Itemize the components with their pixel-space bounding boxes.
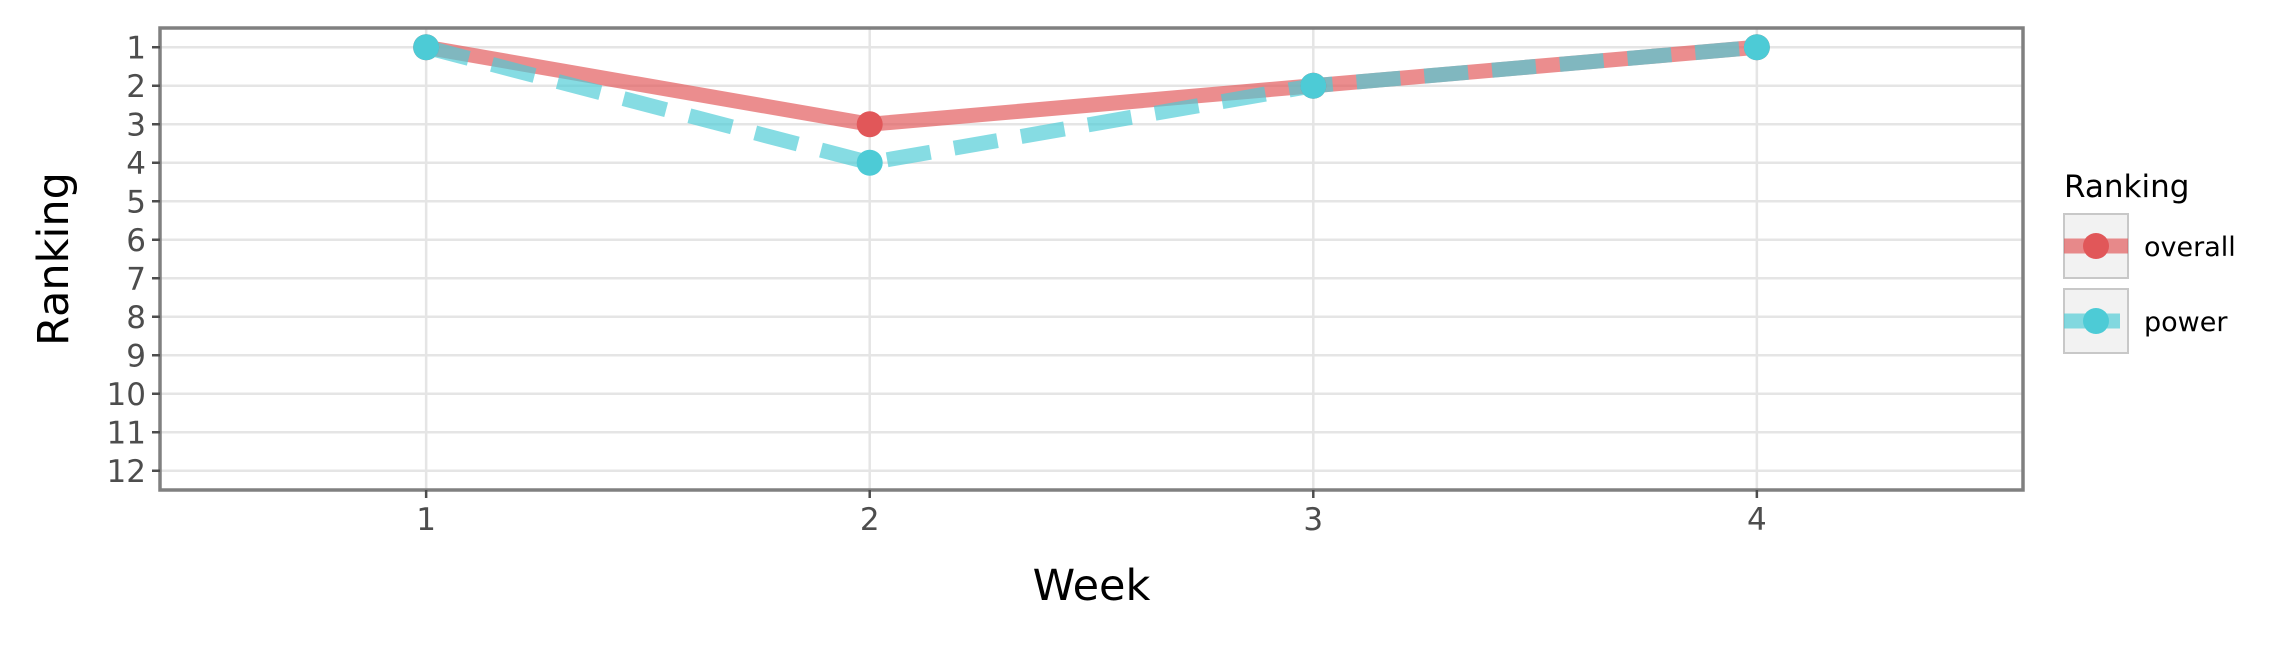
- y-tick-label: 6: [126, 223, 146, 259]
- y-tick-label: 1: [126, 30, 146, 66]
- series-line-power: [424, 39, 1758, 171]
- y-tick-label: 9: [126, 338, 146, 374]
- data-point-power: [1743, 34, 1770, 61]
- x-axis-title: Week: [1033, 561, 1151, 611]
- y-tick-label: 5: [126, 184, 146, 220]
- y-tick-label: 2: [126, 69, 146, 105]
- series-lines: [424, 39, 1758, 171]
- data-point-power: [413, 34, 440, 61]
- data-points: [413, 34, 1770, 176]
- x-tick-label: 4: [1747, 502, 1767, 538]
- y-tick-label: 7: [126, 261, 146, 297]
- legend-key-point-overall: [2083, 233, 2109, 259]
- y-tick-label: 4: [126, 146, 146, 182]
- data-point-power: [856, 149, 883, 176]
- data-point-power: [1300, 72, 1327, 99]
- y-tick-label: 12: [107, 454, 146, 490]
- legend-label-power: power: [2144, 307, 2228, 338]
- legend-key-point-power: [2083, 308, 2109, 334]
- legend-title: Ranking: [2064, 169, 2189, 205]
- x-tick-label: 1: [416, 502, 436, 538]
- y-tick-label: 3: [126, 107, 146, 143]
- legend: Ranking overall power: [2063, 169, 2236, 354]
- y-tick-label: 11: [107, 415, 146, 451]
- plot-panel-border: [158, 26, 2025, 492]
- legend-label-overall: overall: [2144, 232, 2236, 263]
- y-tick-label: 10: [107, 377, 146, 413]
- x-tick-label: 2: [860, 502, 880, 538]
- data-point-overall: [856, 111, 883, 138]
- gridlines: [160, 28, 2023, 490]
- y-tick-label: 8: [126, 300, 146, 336]
- y-axis-title: Ranking: [29, 172, 79, 346]
- x-tick-label: 3: [1303, 502, 1323, 538]
